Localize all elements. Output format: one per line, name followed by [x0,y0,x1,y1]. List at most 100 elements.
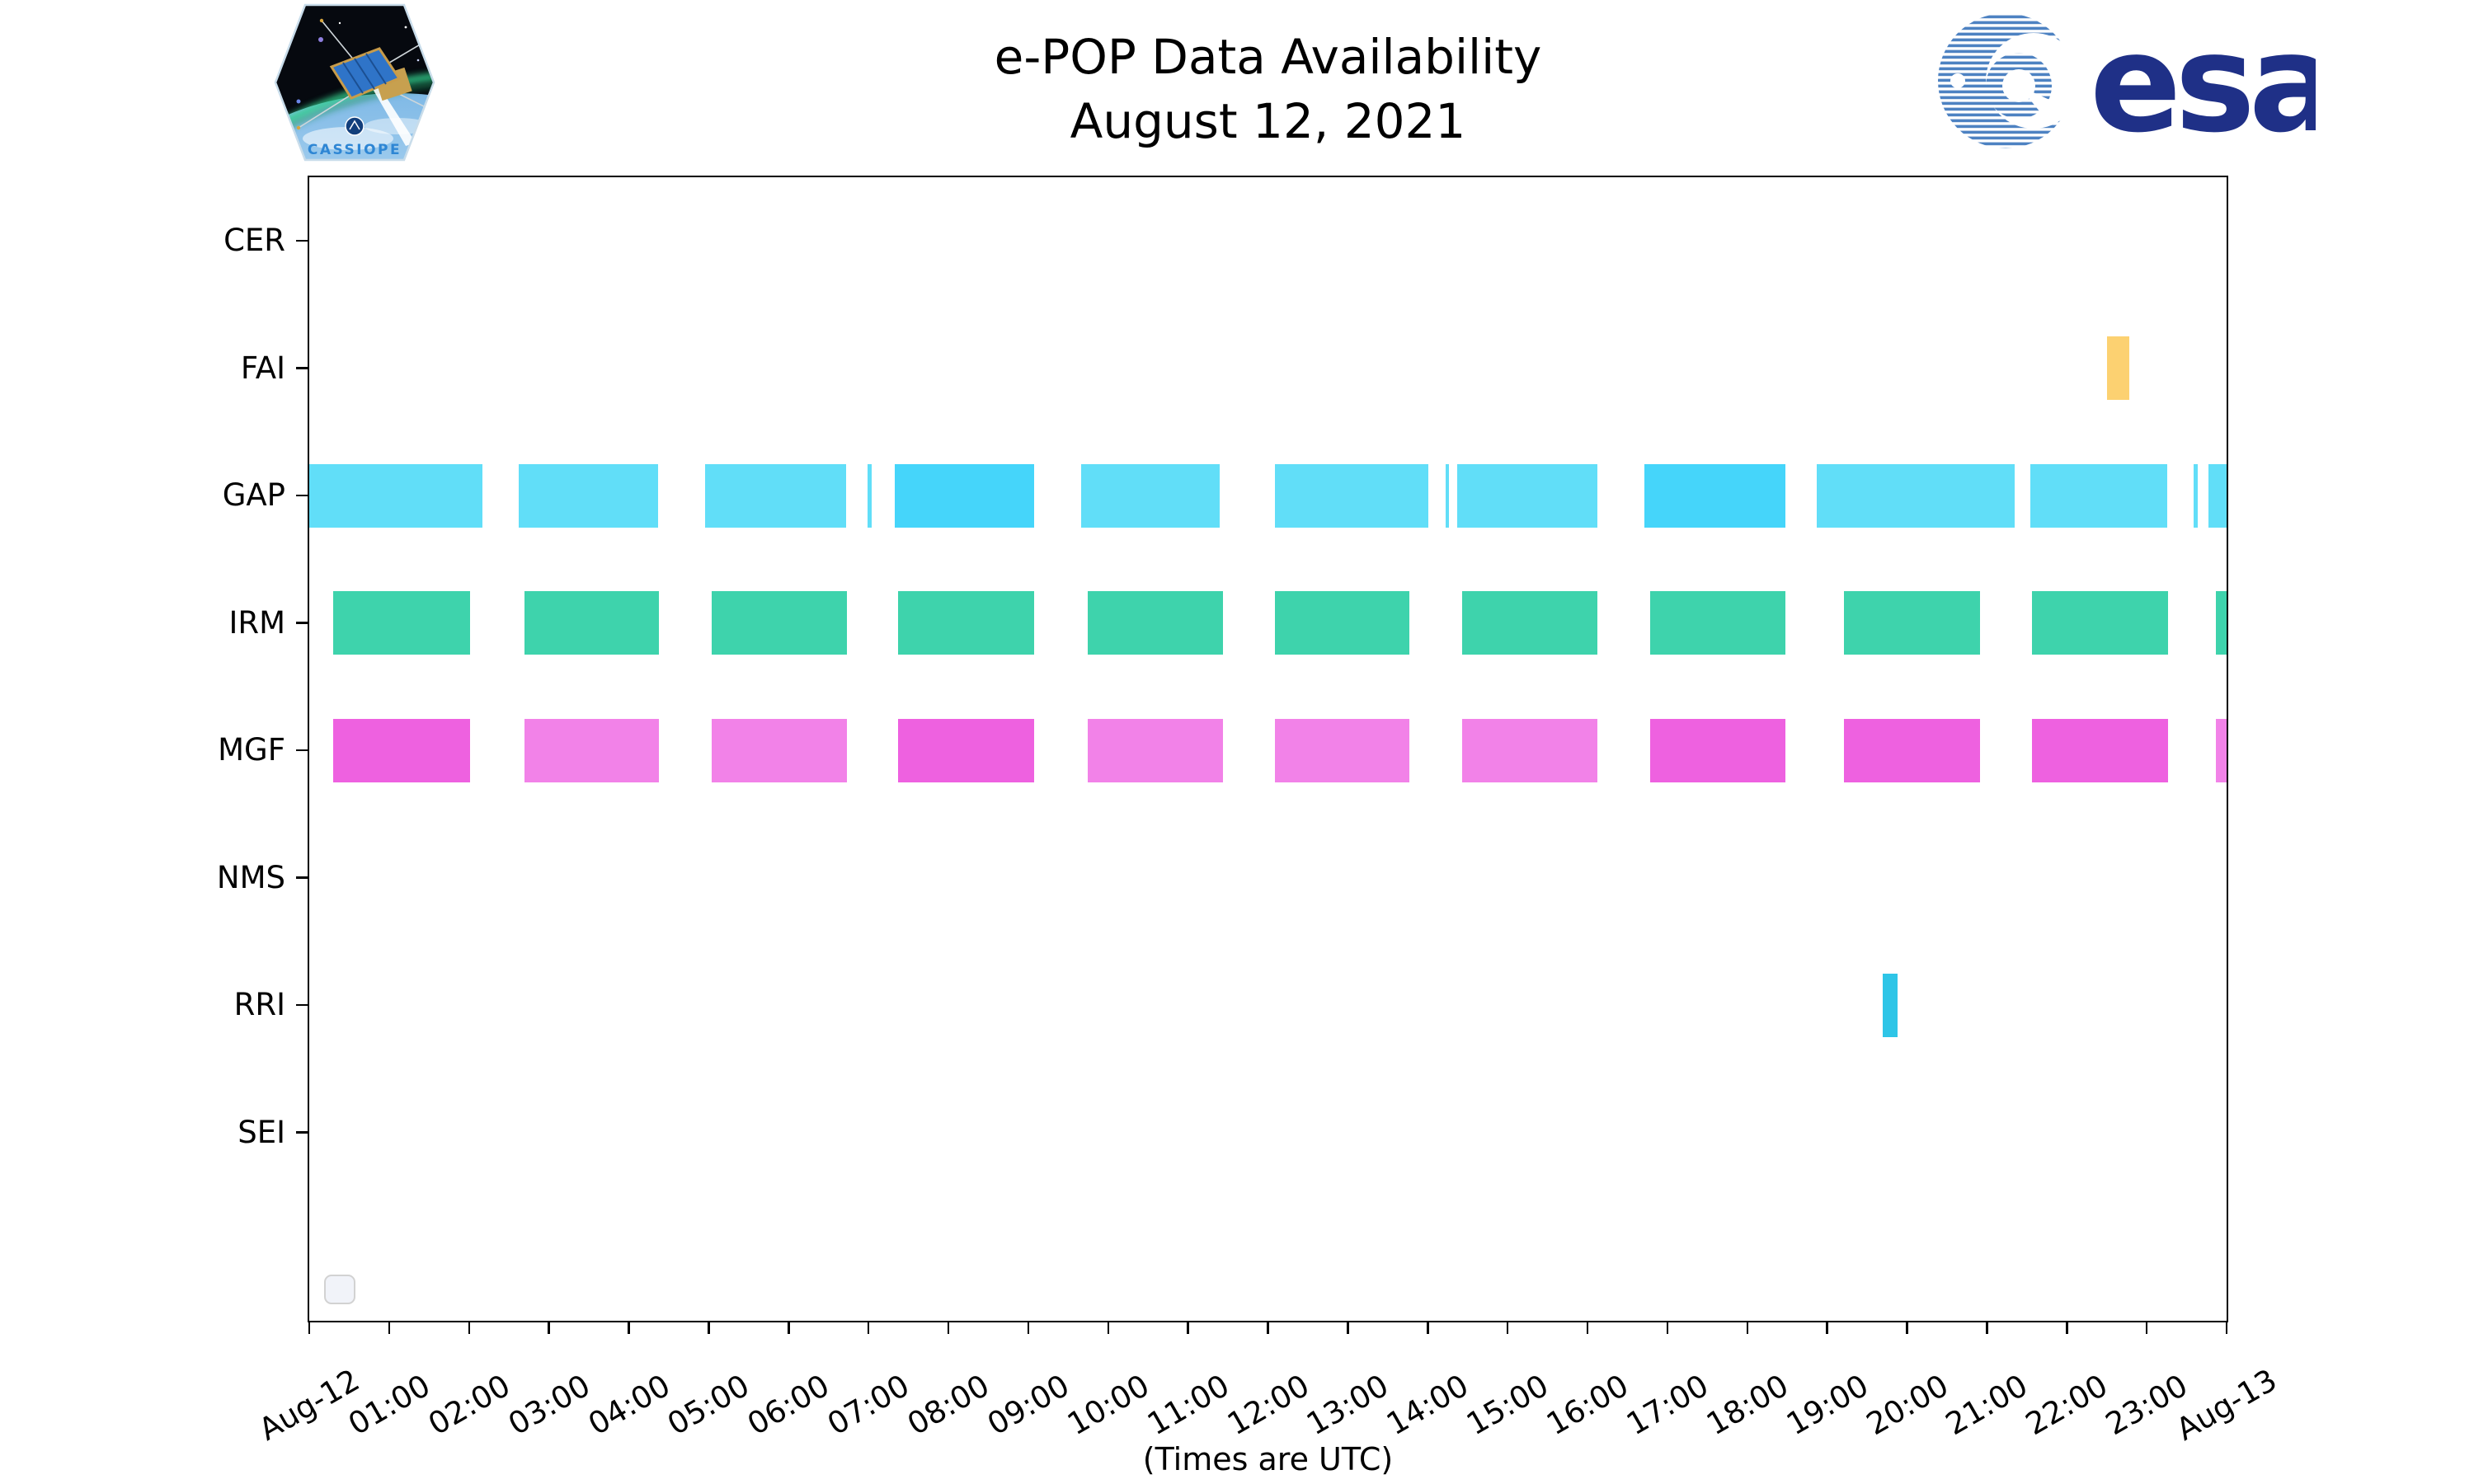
x-tick-mark [1746,1322,1748,1334]
x-tick-mark [1347,1322,1349,1334]
y-tick-mark [296,367,309,369]
availability-bar-mgf [2216,718,2227,782]
y-tick-mark [296,622,309,624]
x-tick-mark [548,1322,550,1334]
y-tick-mark [296,749,309,752]
y-tick-mark [296,494,309,497]
y-tick-label-mgf: MGF [218,732,285,768]
x-tick-label: 20:00 [1860,1367,1954,1443]
y-tick-label-sei: SEI [238,1114,285,1150]
availability-bar-gap [2208,463,2227,528]
availability-bar-mgf [897,718,1034,782]
y-tick-mark [296,1131,309,1134]
availability-bar-rri [1883,973,1898,1037]
x-tick-mark [1506,1322,1509,1334]
availability-bar-irm [1087,591,1224,655]
availability-bar-mgf [1275,718,1409,782]
x-tick-mark [1187,1322,1189,1334]
x-tick-label: 15:00 [1460,1367,1555,1443]
chart-title-line2: August 12, 2021 [1070,93,1466,149]
y-tick-label-nms: NMS [216,859,285,895]
x-tick-mark [2066,1322,2068,1334]
x-tick-label: 12:00 [1221,1367,1315,1443]
y-tick-label-cer: CER [223,223,285,258]
availability-bar-mgf [1843,718,1980,782]
x-tick-label: Aug-12 [252,1362,366,1448]
x-tick-mark [308,1322,311,1334]
availability-bar-gap [704,463,846,528]
x-tick-label: 02:00 [421,1367,516,1443]
availability-bar-irm [524,591,660,655]
esa-wordmark: esa [2090,8,2316,162]
x-tick-label: 10:00 [1061,1367,1155,1443]
availability-bar-gap [1817,463,2015,528]
availability-bar-mgf [712,718,847,782]
x-tick-label: 14:00 [1380,1367,1475,1443]
y-tick-label-gap: GAP [222,477,285,513]
x-tick-label: Aug-13 [2170,1362,2284,1448]
x-tick-label: 11:00 [1141,1367,1235,1443]
x-tick-mark [1267,1322,1269,1334]
patch-satellite [296,18,434,130]
availability-bar-gap [1080,463,1221,528]
patch-hexagon-border [274,3,435,162]
x-tick-label: 04:00 [581,1367,676,1443]
availability-bar-mgf [1087,718,1224,782]
x-tick-mark [788,1322,790,1334]
x-tick-label: 16:00 [1540,1367,1634,1443]
availability-bar-gap [1644,463,1786,528]
x-tick-label: 21:00 [1940,1367,2034,1443]
availability-bar-irm [333,591,470,655]
x-tick-mark [628,1322,630,1334]
availability-bar-gap [309,463,483,528]
x-tick-label: 17:00 [1620,1367,1714,1443]
availability-bar-gap [518,463,659,528]
esa-globe-icon [1938,13,2081,148]
availability-bar-gap [2194,463,2199,528]
availability-bar-fai [2106,336,2129,400]
availability-bar-gap [895,463,1034,528]
patch-beam [373,87,416,146]
x-tick-label: 19:00 [1780,1367,1874,1443]
x-axis-note: (Times are UTC) [1142,1441,1394,1477]
x-tick-label: 07:00 [821,1367,916,1443]
x-tick-mark [1986,1322,1988,1334]
x-tick-mark [708,1322,710,1334]
x-tick-mark [1826,1322,1828,1334]
patch-csa-badge [345,116,365,136]
chart-title-line1: e-POP Data Availability [994,29,1542,85]
x-tick-mark [1427,1322,1429,1334]
availability-bar-gap [2030,463,2168,528]
availability-bar-mgf [1461,718,1597,782]
availability-bar-gap [1275,463,1429,528]
x-tick-label: 09:00 [981,1367,1075,1443]
availability-bar-mgf [2031,718,2169,782]
x-tick-label: 22:00 [2020,1367,2114,1443]
legend-box [324,1275,355,1304]
x-tick-label: 06:00 [741,1367,836,1443]
availability-bar-irm [2216,591,2227,655]
availability-bar-mgf [1649,718,1786,782]
availability-bar-gap [1457,463,1597,528]
x-tick-mark [1906,1322,1908,1334]
x-tick-mark [388,1322,391,1334]
availability-bar-irm [1649,591,1786,655]
x-tick-label: 08:00 [901,1367,995,1443]
y-tick-mark [296,239,309,242]
cassiope-mission-patch: CASSIOPE [274,3,435,162]
x-tick-label: 18:00 [1700,1367,1794,1443]
chart-title: e-POP Data Availability August 12, 2021 [309,25,2227,153]
availability-bar-mgf [524,718,660,782]
x-tick-mark [1027,1322,1030,1334]
x-tick-mark [867,1322,870,1334]
availability-bar-gap [868,463,872,528]
x-tick-label: 03:00 [501,1367,596,1443]
x-tick-mark [1586,1322,1589,1334]
x-tick-mark [1666,1322,1669,1334]
availability-bar-irm [712,591,847,655]
x-tick-mark [1107,1322,1109,1334]
x-tick-label: 05:00 [661,1367,756,1443]
y-tick-mark [296,1003,309,1007]
x-tick-mark [468,1322,470,1334]
